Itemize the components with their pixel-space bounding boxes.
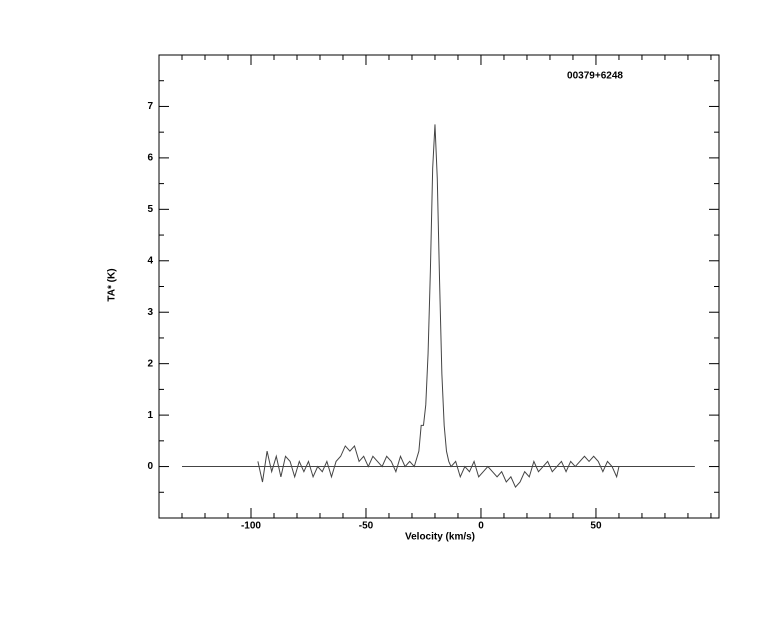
- x-axis-label: Velocity (km/s): [405, 532, 475, 543]
- y-tick-label: 4: [147, 255, 153, 266]
- y-axis-label: TA* (K): [107, 268, 118, 301]
- x-tick-label: -100: [241, 521, 261, 532]
- y-tick-label: 5: [147, 204, 153, 215]
- x-tick-label: -50: [359, 521, 374, 532]
- y-tick-label: 1: [147, 410, 153, 421]
- chart-title: 00379+6248: [567, 71, 623, 82]
- y-tick-label: 0: [147, 461, 153, 472]
- y-tick-label: 6: [147, 153, 153, 164]
- spectrum-line: [257, 124, 620, 489]
- y-tick-label: 3: [147, 307, 153, 318]
- y-tick-label: 2: [147, 358, 153, 369]
- x-tick-label: 0: [478, 521, 484, 532]
- x-tick-label: 50: [590, 521, 602, 532]
- plot-frame: [158, 54, 720, 519]
- y-tick-label: 7: [147, 101, 153, 112]
